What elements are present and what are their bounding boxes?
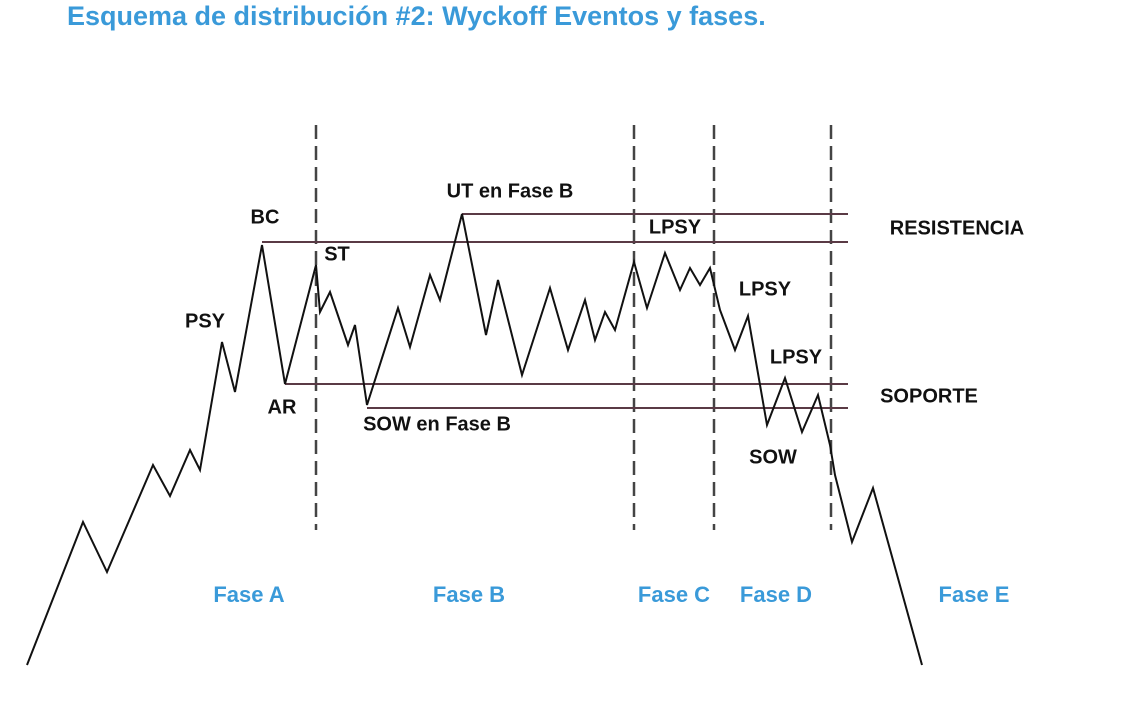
phase-label: Fase B (433, 582, 505, 607)
event-label: LPSY (649, 216, 702, 238)
phase-label: Fase E (939, 582, 1010, 607)
title: Esquema de distribución #2: Wyckoff Even… (67, 1, 766, 31)
event-label: ST (324, 243, 350, 265)
event-label: UT en Fase B (447, 180, 574, 202)
level-label: SOPORTE (880, 385, 978, 407)
event-label: LPSY (770, 346, 823, 368)
event-label: SOW (749, 446, 797, 468)
phase-label: Fase D (740, 582, 812, 607)
levels (262, 213, 848, 409)
phase-label: Fase C (638, 582, 710, 607)
phase-label: Fase A (213, 582, 284, 607)
price-path (26, 213, 923, 666)
level-label: RESISTENCIA (890, 217, 1024, 239)
event-label: BC (251, 206, 280, 228)
event-label: AR (268, 396, 297, 418)
event-label: PSY (185, 310, 226, 332)
event-label: SOW en Fase B (363, 413, 511, 435)
event-label: LPSY (739, 278, 792, 300)
phase-dividers (314, 125, 833, 530)
